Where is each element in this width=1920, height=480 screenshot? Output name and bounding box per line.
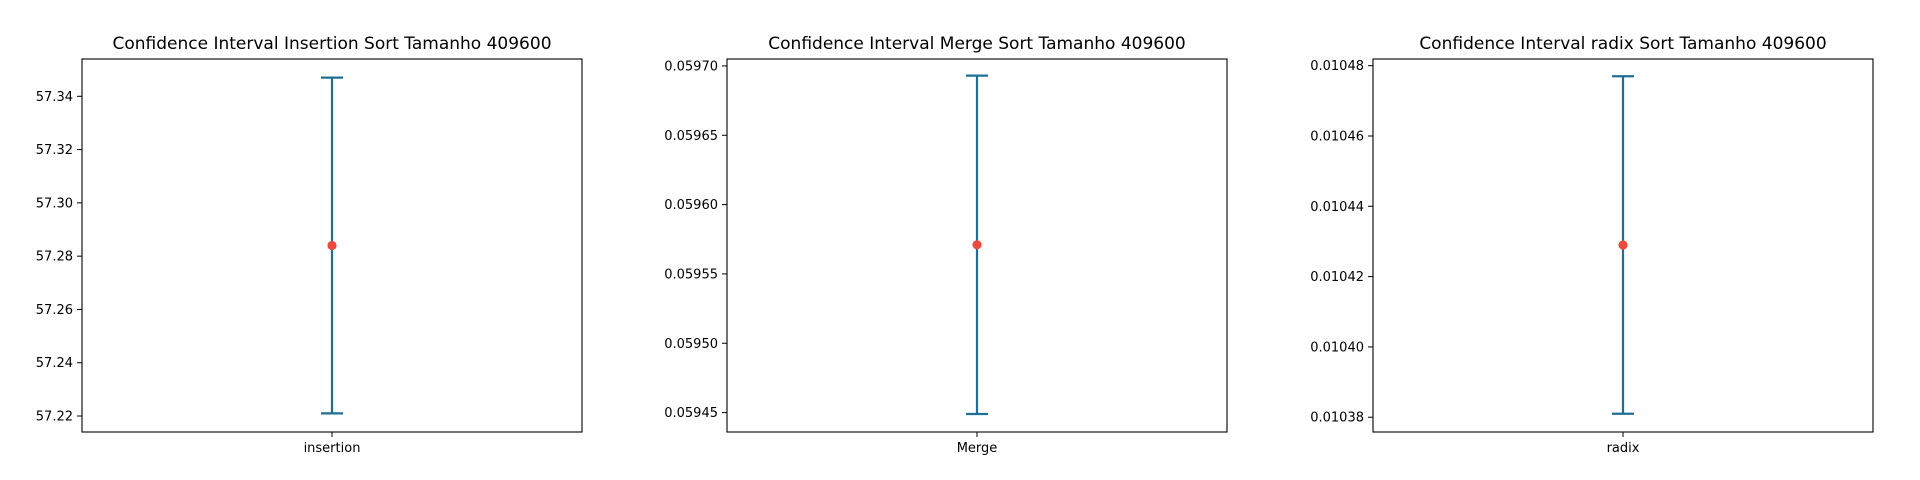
y-tick-label: 57.30 — [36, 196, 73, 211]
chart-title: Confidence Interval Merge Sort Tamanho 4… — [768, 34, 1185, 54]
y-tick-label: 0.01038 — [1310, 411, 1364, 426]
mean-point — [972, 240, 982, 250]
y-tick-label: 0.05945 — [664, 406, 718, 421]
chart-panel-2: Confidence Interval Merge Sort Tamanho 4… — [664, 34, 1228, 456]
x-tick-label: insertion — [304, 441, 361, 456]
y-tick-label: 0.05950 — [664, 337, 718, 352]
y-tick-label: 0.05970 — [664, 59, 718, 74]
x-tick-label: radix — [1607, 441, 1640, 456]
y-tick-label: 0.01046 — [1310, 129, 1364, 144]
y-tick-label: 0.01042 — [1310, 270, 1364, 285]
y-tick-label: 0.01040 — [1310, 340, 1364, 355]
mean-point — [1618, 240, 1628, 250]
chart-panel-1: Confidence Interval Insertion Sort Taman… — [36, 34, 583, 456]
y-tick-label: 0.05955 — [664, 267, 718, 282]
y-tick-label: 0.05965 — [664, 129, 718, 144]
x-tick-label: Merge — [957, 441, 998, 456]
y-tick-label: 57.26 — [36, 303, 73, 318]
y-tick-label: 0.01048 — [1310, 59, 1364, 74]
y-tick-label: 57.34 — [36, 90, 73, 105]
y-tick-label: 57.32 — [36, 143, 73, 158]
y-tick-label: 57.22 — [36, 410, 73, 425]
chart-title: Confidence Interval radix Sort Tamanho 4… — [1419, 34, 1826, 54]
y-tick-label: 0.01044 — [1310, 200, 1364, 215]
y-tick-label: 0.05960 — [664, 198, 718, 213]
y-tick-label: 57.24 — [36, 356, 73, 371]
mean-point — [327, 240, 337, 251]
y-tick-label: 57.28 — [36, 250, 73, 265]
chart-panel-3: Confidence Interval radix Sort Tamanho 4… — [1310, 34, 1874, 456]
chart-title: Confidence Interval Insertion Sort Taman… — [112, 34, 551, 54]
